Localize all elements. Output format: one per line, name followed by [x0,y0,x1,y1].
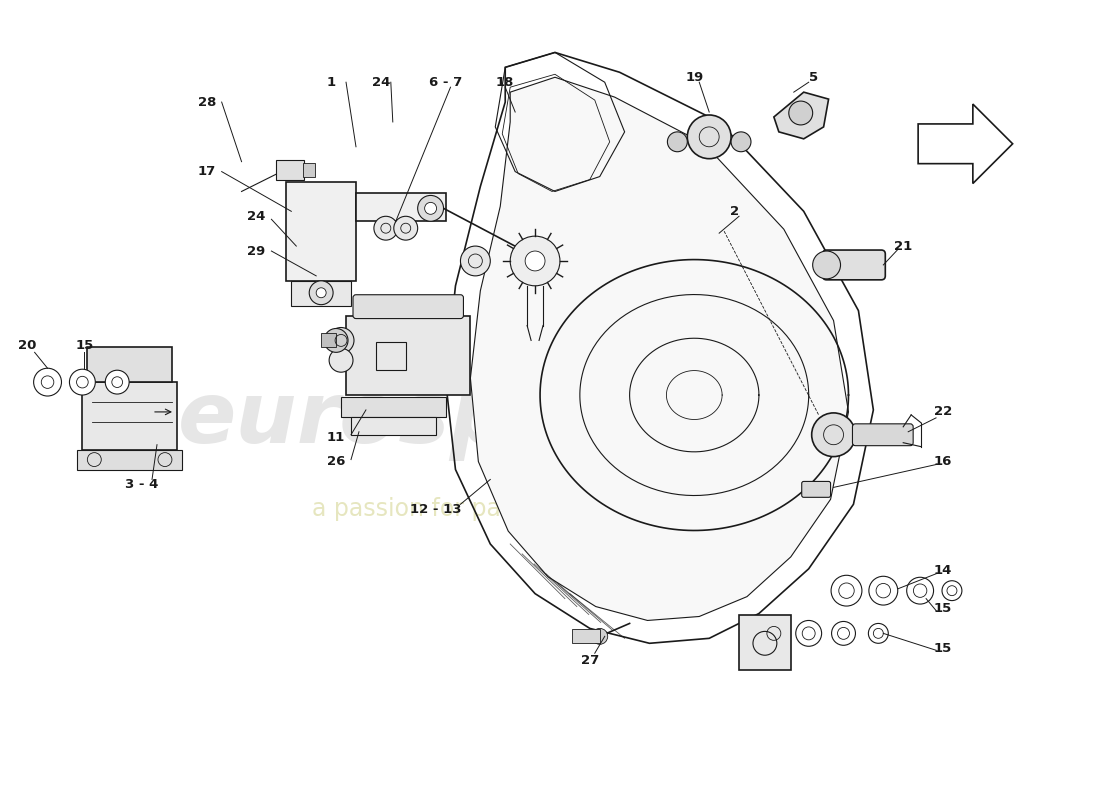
Circle shape [328,327,354,354]
Circle shape [906,578,934,604]
Bar [572,630,600,643]
Text: 19: 19 [685,70,703,84]
Text: 12 - 13: 12 - 13 [410,502,461,516]
Circle shape [668,132,688,152]
Bar [376,342,406,370]
FancyBboxPatch shape [852,424,913,446]
Circle shape [461,246,491,276]
Text: 3 - 4: 3 - 4 [125,478,158,491]
Text: a passion for parts since 1985: a passion for parts since 1985 [311,498,669,522]
Polygon shape [774,92,828,139]
Bar [739,615,791,670]
Circle shape [832,622,856,646]
Text: 21: 21 [894,239,912,253]
Circle shape [309,281,333,305]
Bar [276,160,305,179]
Circle shape [525,251,544,271]
Text: 29: 29 [248,245,265,258]
Bar [87,347,172,382]
Text: 5: 5 [810,70,818,84]
Bar [321,334,337,347]
Circle shape [732,132,751,152]
Text: eurospares: eurospares [178,378,723,462]
Text: 2: 2 [729,205,738,218]
Text: 11: 11 [327,431,345,444]
Circle shape [374,216,398,240]
Text: 14: 14 [934,564,953,578]
Bar [77,450,182,470]
Circle shape [510,236,560,286]
Text: 15: 15 [934,642,953,654]
FancyBboxPatch shape [346,315,471,395]
Circle shape [868,623,889,643]
Circle shape [832,575,862,606]
Text: 18: 18 [496,76,515,89]
Text: 16: 16 [934,455,953,468]
FancyBboxPatch shape [802,482,830,498]
Text: 6 - 7: 6 - 7 [429,76,462,89]
Circle shape [324,329,348,352]
Circle shape [316,288,326,298]
Polygon shape [918,104,1013,183]
Text: 17: 17 [198,165,216,178]
Circle shape [795,621,822,646]
Circle shape [813,251,840,279]
Circle shape [760,619,788,647]
Circle shape [418,195,443,222]
Bar [356,194,446,222]
Circle shape [789,101,813,125]
Text: 27: 27 [581,654,598,666]
Bar [292,281,351,306]
Circle shape [106,370,129,394]
Text: 24: 24 [248,210,266,222]
Circle shape [942,581,961,601]
Circle shape [688,115,732,158]
Circle shape [812,413,856,457]
Circle shape [394,216,418,240]
Text: 15: 15 [934,602,953,615]
Text: 28: 28 [198,95,216,109]
Circle shape [425,202,437,214]
Polygon shape [471,78,848,621]
Bar [82,382,177,450]
Bar [351,417,436,434]
Text: 15: 15 [75,339,94,352]
Circle shape [592,629,607,644]
Text: 22: 22 [934,406,953,418]
Text: 1: 1 [327,76,336,89]
Text: 24: 24 [372,76,390,89]
Circle shape [329,348,353,372]
FancyBboxPatch shape [823,250,886,280]
Bar [341,397,446,417]
Bar [286,182,356,281]
Circle shape [69,370,96,395]
Circle shape [34,368,62,396]
Text: 26: 26 [327,455,345,468]
FancyBboxPatch shape [353,294,463,318]
Text: 20: 20 [19,339,36,352]
Bar [304,162,316,177]
Circle shape [869,576,898,605]
